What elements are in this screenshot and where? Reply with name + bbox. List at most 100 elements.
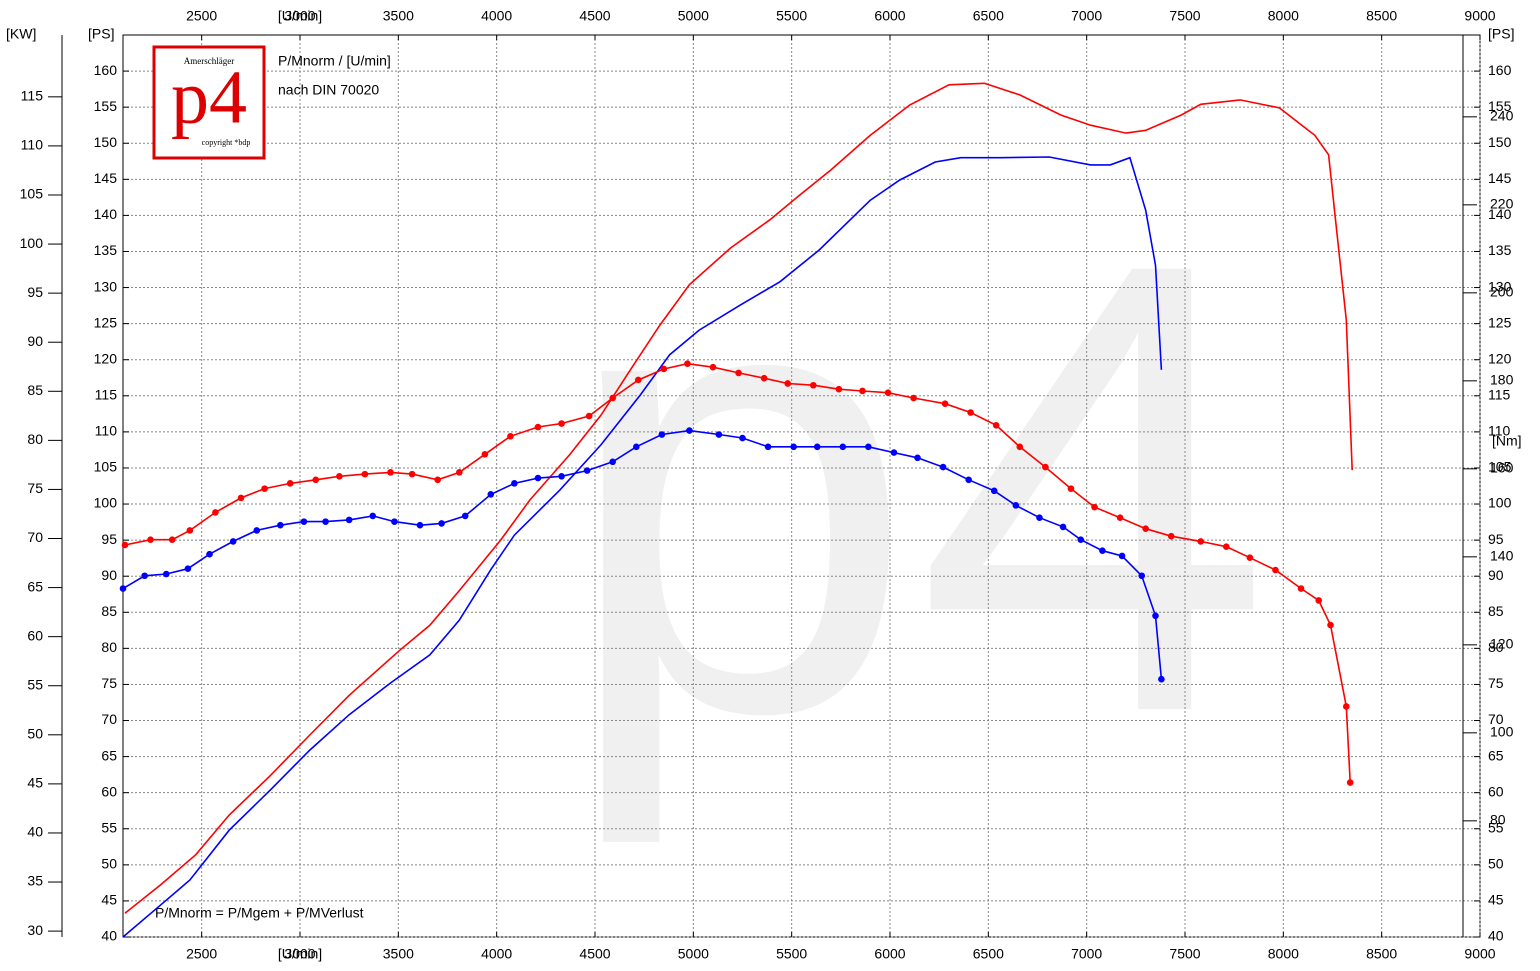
point: [186, 527, 194, 534]
logo-top: Amerschläger: [184, 56, 234, 66]
point: [990, 487, 998, 495]
y-tick-label: 115: [1488, 387, 1511, 403]
y3-tick-label: 30: [27, 922, 43, 938]
y-tick-label: 160: [94, 62, 118, 78]
x-tick-label: 5000: [678, 8, 709, 24]
point: [487, 491, 495, 498]
point: [434, 476, 441, 484]
x-tick-label: 5500: [776, 8, 807, 24]
y-tick-label: 100: [94, 495, 118, 511]
point: [1246, 554, 1254, 562]
y-tick-label: 70: [1488, 711, 1504, 727]
y3-tick-label: 85: [27, 382, 43, 398]
point: [237, 494, 245, 502]
point: [416, 521, 424, 529]
point: [1118, 552, 1126, 560]
point: [511, 480, 518, 487]
y3-tick-label: 80: [27, 431, 43, 447]
point: [684, 360, 691, 367]
series-line: [124, 82, 1353, 914]
y3-tick-label: 45: [27, 775, 43, 791]
point: [212, 509, 219, 516]
y2-tick-label: 220: [1490, 196, 1514, 212]
point: [1099, 547, 1106, 554]
y-tick-label: 40: [101, 928, 117, 944]
point: [438, 520, 445, 527]
x-axis-label: [U/min]: [278, 8, 322, 24]
y3-tick-label: 35: [27, 873, 43, 889]
point: [229, 538, 237, 545]
point: [408, 470, 416, 478]
point: [121, 541, 129, 549]
y-tick-label: 130: [94, 278, 118, 294]
point: [1138, 572, 1146, 580]
y-tick-label: 120: [94, 350, 118, 366]
x-tick-label: 4500: [579, 946, 610, 962]
point: [865, 443, 872, 451]
x-tick-label: 7500: [1169, 946, 1200, 962]
x-tick-label: 8500: [1366, 8, 1397, 24]
y3-axis-label: [KW]: [6, 26, 36, 42]
point: [967, 409, 974, 416]
point: [633, 443, 640, 451]
point: [609, 458, 616, 466]
point: [1327, 621, 1334, 629]
y2-tick-label: 240: [1490, 108, 1514, 124]
point: [1036, 514, 1043, 521]
point: [253, 527, 261, 534]
y-tick-label: 60: [101, 783, 117, 799]
y-axis-label: [PS]: [1488, 26, 1514, 42]
y-tick-label: 75: [1488, 675, 1504, 691]
y3-tick-label: 40: [27, 824, 43, 840]
y-tick-label: 55: [101, 819, 117, 835]
y-tick-label: 130: [1488, 278, 1512, 294]
y-tick-label: 135: [1488, 242, 1512, 258]
x-tick-label: 2500: [186, 946, 217, 962]
point: [391, 518, 398, 525]
point: [1158, 675, 1165, 683]
y-tick-label: 100: [1488, 495, 1512, 511]
y3-tick-label: 115: [21, 88, 44, 104]
y-tick-label: 75: [101, 675, 117, 691]
y3-tick-label: 95: [27, 284, 43, 300]
y-tick-label: 90: [101, 567, 117, 583]
point: [634, 376, 642, 384]
point: [1346, 779, 1354, 786]
point: [859, 387, 866, 395]
series-line: [124, 362, 1351, 783]
point: [884, 389, 892, 397]
x-tick-label: 7000: [1071, 8, 1102, 24]
y-tick-label: 115: [95, 387, 118, 403]
point: [456, 469, 463, 476]
annotation: nach DIN 70020: [278, 82, 379, 98]
point: [686, 427, 693, 434]
logo-box: [152, 45, 266, 160]
point: [1067, 485, 1075, 492]
y3-tick-label: 50: [27, 726, 43, 742]
x-tick-label: 9000: [1464, 8, 1495, 24]
point: [890, 449, 898, 456]
y2-tick-label: 180: [1490, 372, 1514, 388]
point: [1016, 443, 1024, 451]
point: [312, 476, 320, 484]
y2-tick-label: 100: [1490, 724, 1514, 740]
point: [168, 536, 176, 543]
point: [709, 363, 717, 371]
y3-tick-label: 105: [20, 186, 44, 202]
point: [1059, 523, 1067, 531]
point: [939, 463, 947, 471]
point: [1042, 463, 1049, 471]
y3-tick-label: 60: [27, 627, 43, 643]
y-tick-label: 120: [1488, 350, 1512, 366]
point: [910, 394, 917, 402]
point: [1167, 532, 1175, 540]
x-tick-label: 8000: [1268, 8, 1299, 24]
point: [1077, 536, 1085, 543]
y2-tick-label: 140: [1490, 548, 1514, 564]
y3-tick-label: 70: [27, 529, 43, 545]
y3-tick-label: 110: [21, 137, 44, 153]
point: [261, 485, 268, 492]
x-tick-label: 6500: [973, 946, 1004, 962]
point: [184, 565, 192, 573]
y-tick-label: 155: [94, 98, 118, 114]
